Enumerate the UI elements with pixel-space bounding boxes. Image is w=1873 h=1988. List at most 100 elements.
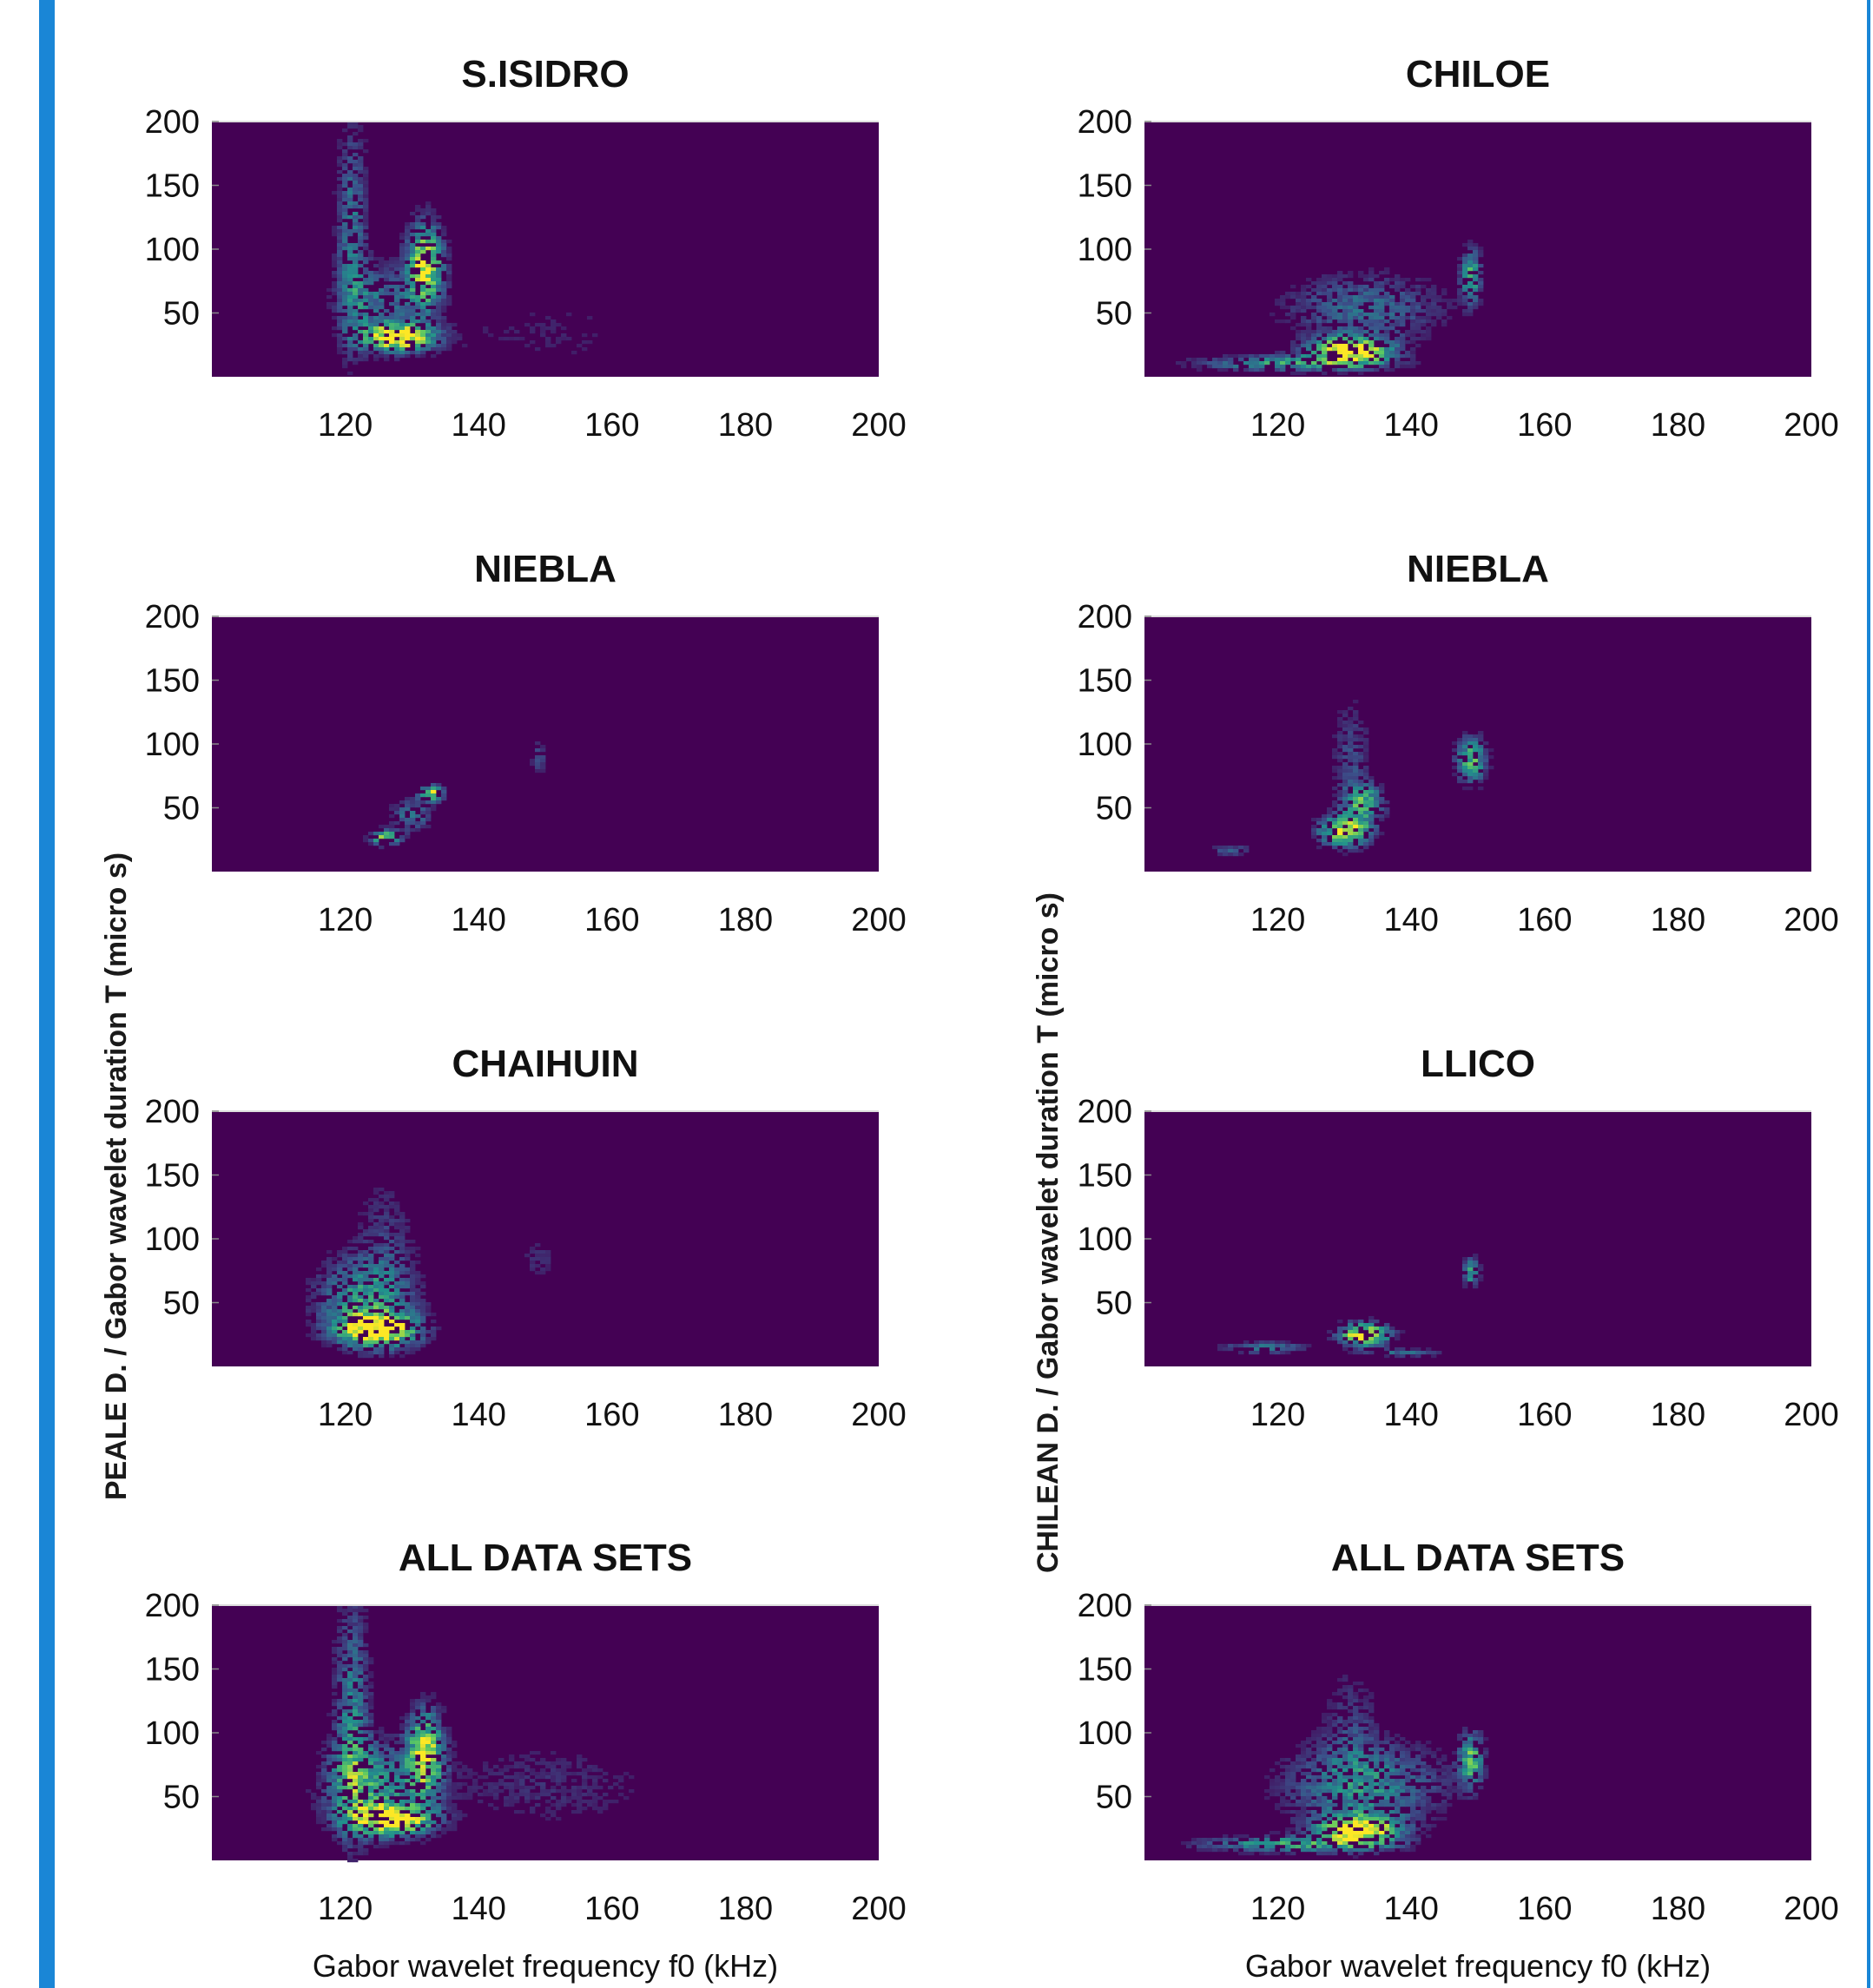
heatmap-cell bbox=[332, 191, 338, 195]
heatmap-cell bbox=[342, 1796, 348, 1800]
heatmap-cell bbox=[1348, 849, 1354, 853]
heatmap-cell bbox=[436, 1796, 442, 1800]
heatmap-cell bbox=[326, 1292, 333, 1296]
heatmap-cell bbox=[347, 1326, 353, 1331]
heatmap-cell bbox=[1243, 1848, 1250, 1853]
heatmap-cell bbox=[405, 1226, 411, 1230]
heatmap-cell bbox=[1374, 832, 1380, 836]
heatmap-cell bbox=[1342, 1751, 1349, 1755]
heatmap-cell bbox=[1327, 274, 1333, 279]
heatmap-cell bbox=[353, 1720, 359, 1724]
heatmap-cell bbox=[1311, 1841, 1317, 1846]
heatmap-cell bbox=[1342, 1737, 1349, 1741]
heatmap-cell bbox=[582, 347, 588, 352]
heatmap-cell bbox=[1415, 1810, 1421, 1814]
heatmap-cell bbox=[368, 1807, 374, 1811]
heatmap-cell bbox=[1467, 240, 1474, 244]
heatmap-cell bbox=[1415, 1841, 1421, 1846]
heatmap-cell bbox=[1342, 330, 1349, 334]
heatmap-cell bbox=[1483, 766, 1489, 770]
heatmap-cell bbox=[1316, 1748, 1322, 1752]
heatmap-cell bbox=[1374, 800, 1380, 805]
heatmap-cell bbox=[1301, 1751, 1307, 1755]
heatmap-cell bbox=[358, 142, 364, 147]
heatmap-cell bbox=[373, 337, 379, 341]
heatmap-cell bbox=[384, 1281, 390, 1286]
heatmap-cell bbox=[1363, 1814, 1369, 1818]
heatmap-cell bbox=[410, 1351, 416, 1355]
heatmap-cell bbox=[1358, 787, 1364, 791]
heatmap-cell bbox=[1431, 288, 1437, 293]
heatmap-cell bbox=[347, 309, 353, 313]
heatmap-cell bbox=[384, 1250, 390, 1254]
heatmap-cell bbox=[410, 1337, 416, 1341]
heatmap-cell bbox=[1342, 1340, 1349, 1345]
heatmap-cell bbox=[415, 302, 421, 306]
heatmap-cell bbox=[358, 354, 364, 359]
heatmap-cell bbox=[509, 1782, 515, 1787]
heatmap-cell bbox=[363, 236, 369, 240]
heatmap-cell bbox=[561, 337, 567, 341]
heatmap-cell bbox=[441, 323, 447, 327]
heatmap-cell bbox=[1363, 1727, 1369, 1731]
heatmap-cell bbox=[363, 226, 369, 230]
heatmap-cell bbox=[405, 333, 411, 338]
heatmap-cell bbox=[1395, 1768, 1401, 1773]
heatmap-cell bbox=[431, 1834, 437, 1839]
heatmap-cell bbox=[399, 271, 406, 275]
heatmap-cell bbox=[394, 340, 400, 345]
heatmap-cell bbox=[384, 1219, 390, 1223]
heatmap-cell bbox=[1322, 292, 1328, 296]
heatmap-cell bbox=[306, 1288, 312, 1293]
heatmap-cell bbox=[535, 1775, 541, 1780]
heatmap-cell bbox=[342, 1351, 348, 1355]
heatmap-cell bbox=[1337, 1765, 1343, 1769]
heatmap-cell bbox=[1353, 1699, 1359, 1703]
heatmap-cell bbox=[1363, 1716, 1369, 1721]
heatmap-cell bbox=[1290, 358, 1296, 362]
heatmap-cell bbox=[556, 1789, 562, 1794]
heatmap-cell bbox=[1384, 351, 1390, 355]
heatmap-cell bbox=[399, 1723, 406, 1728]
heatmap-cell bbox=[373, 1243, 379, 1247]
heatmap-cell bbox=[1488, 748, 1494, 753]
heatmap-cell bbox=[394, 354, 400, 359]
heatmap-cell bbox=[1270, 313, 1276, 317]
heatmap-cell bbox=[1243, 354, 1250, 359]
heatmap-cell bbox=[405, 274, 411, 279]
heatmap-cell bbox=[441, 344, 447, 348]
heatmap-cell bbox=[1342, 780, 1349, 784]
heatmap-cell bbox=[337, 274, 343, 279]
heatmap-cell bbox=[420, 274, 426, 279]
heatmap-cell bbox=[1249, 365, 1255, 369]
heatmap-cell bbox=[1395, 1741, 1401, 1745]
heatmap-cell bbox=[1296, 306, 1302, 310]
heatmap-cell bbox=[358, 198, 364, 202]
heatmap-cell bbox=[1322, 351, 1328, 355]
heatmap-cell bbox=[332, 1661, 338, 1665]
heatmap-cell bbox=[353, 1803, 359, 1807]
heatmap-cell bbox=[1400, 299, 1406, 303]
heatmap-cell bbox=[420, 1814, 426, 1818]
heatmap-cell bbox=[540, 1250, 546, 1254]
heatmap-cell bbox=[1353, 752, 1359, 756]
heatmap-cell bbox=[1296, 337, 1302, 341]
heatmap-cell bbox=[1306, 1800, 1312, 1804]
heatmap-cell bbox=[425, 1831, 432, 1835]
heatmap-cell bbox=[1379, 1779, 1385, 1783]
heatmap-cell bbox=[394, 1337, 400, 1341]
heatmap-cell bbox=[1353, 1800, 1359, 1804]
heatmap-cell bbox=[1186, 358, 1192, 362]
heatmap-cell bbox=[1311, 281, 1317, 286]
heatmap-cell bbox=[379, 1302, 385, 1307]
heatmap-cell bbox=[431, 229, 437, 234]
heatmap-cell bbox=[342, 1664, 348, 1669]
heatmap-cell bbox=[420, 215, 426, 220]
heatmap-cell bbox=[1290, 1845, 1296, 1849]
heatmap-cell bbox=[368, 1814, 374, 1818]
heatmap-cell bbox=[420, 1702, 426, 1707]
heatmap-cell bbox=[425, 347, 432, 352]
heatmap-cell bbox=[368, 1730, 374, 1735]
heatmap-cell bbox=[337, 278, 343, 282]
